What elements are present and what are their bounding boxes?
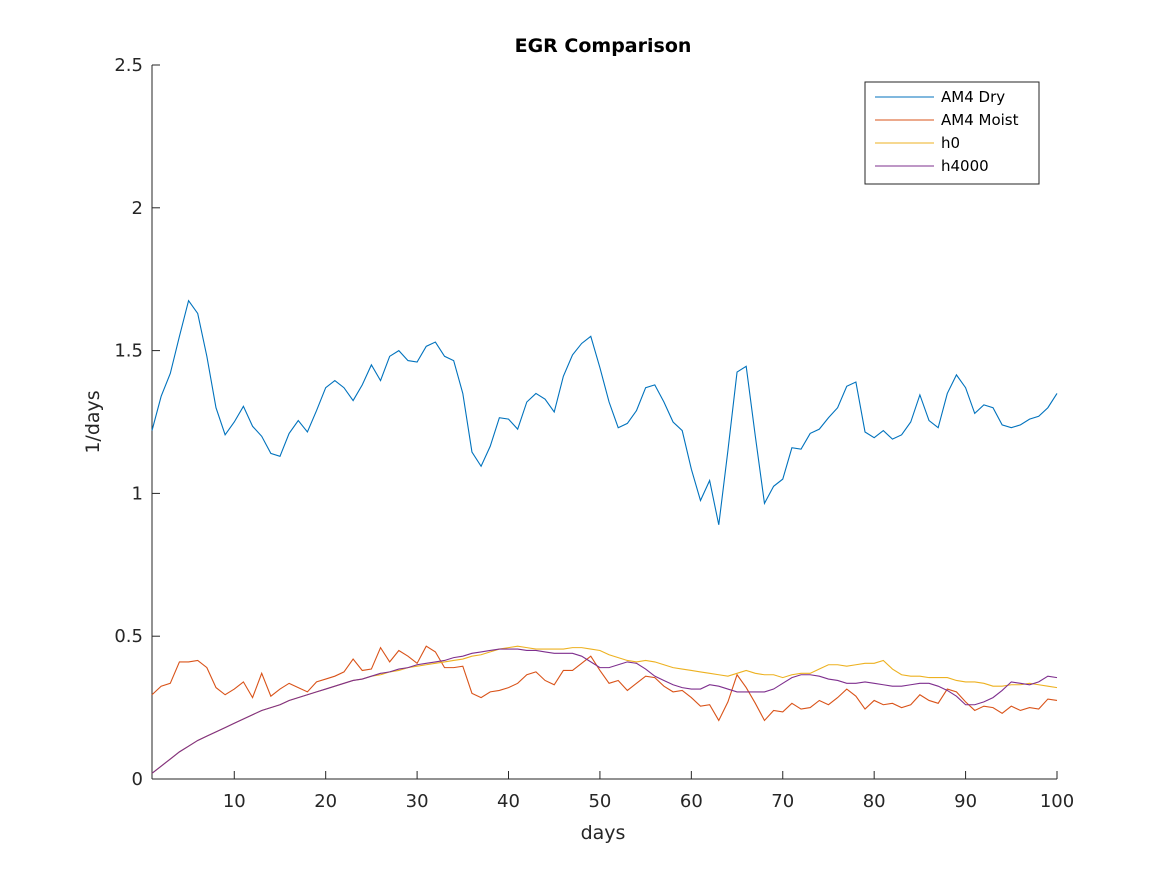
x-tick-label: 90 <box>954 791 977 812</box>
y-tick-label: 0 <box>132 769 143 790</box>
x-tick-label: 40 <box>497 791 520 812</box>
legend-label-h4000: h4000 <box>941 157 989 175</box>
legend-box <box>864 81 1040 185</box>
series-group <box>151 299 1058 774</box>
y-tick-label: 2.5 <box>114 55 143 76</box>
y-tick-label: 0.5 <box>114 626 143 647</box>
x-tick-label: 20 <box>314 791 337 812</box>
legend-label-am4-moist: AM4 Moist <box>941 111 1019 129</box>
plot-area <box>151 65 1057 780</box>
y-ticks: 0 0.5 1 1.5 2 2.5 <box>114 55 160 790</box>
series-line-am4-moist <box>151 645 1058 722</box>
y-tick-label: 1.5 <box>114 341 143 362</box>
y-tick-label: 2 <box>132 198 143 219</box>
y-axis-title: 1/days <box>82 390 104 453</box>
chart-title: EGR Comparison <box>515 35 692 57</box>
x-tick-label: 50 <box>588 791 611 812</box>
legend: AM4 Dry AM4 Moist h0 h4000 <box>864 81 1040 185</box>
x-tick-label: 100 <box>1040 791 1074 812</box>
x-tick-label: 30 <box>406 791 429 812</box>
x-ticks: 10 20 30 40 50 60 70 80 90 100 <box>223 771 1074 812</box>
series-line-h4000 <box>151 648 1058 774</box>
x-tick-label: 60 <box>680 791 703 812</box>
y-tick-label: 1 <box>132 483 143 504</box>
x-axis-title: days <box>581 822 626 844</box>
legend-label-h0: h0 <box>941 134 960 152</box>
series-line-am4-dry <box>151 299 1058 525</box>
x-tick-label: 70 <box>771 791 794 812</box>
x-tick-label: 10 <box>223 791 246 812</box>
legend-label-am4-dry: AM4 Dry <box>941 88 1005 106</box>
series-line-h0 <box>151 645 1058 774</box>
x-tick-label: 80 <box>863 791 886 812</box>
